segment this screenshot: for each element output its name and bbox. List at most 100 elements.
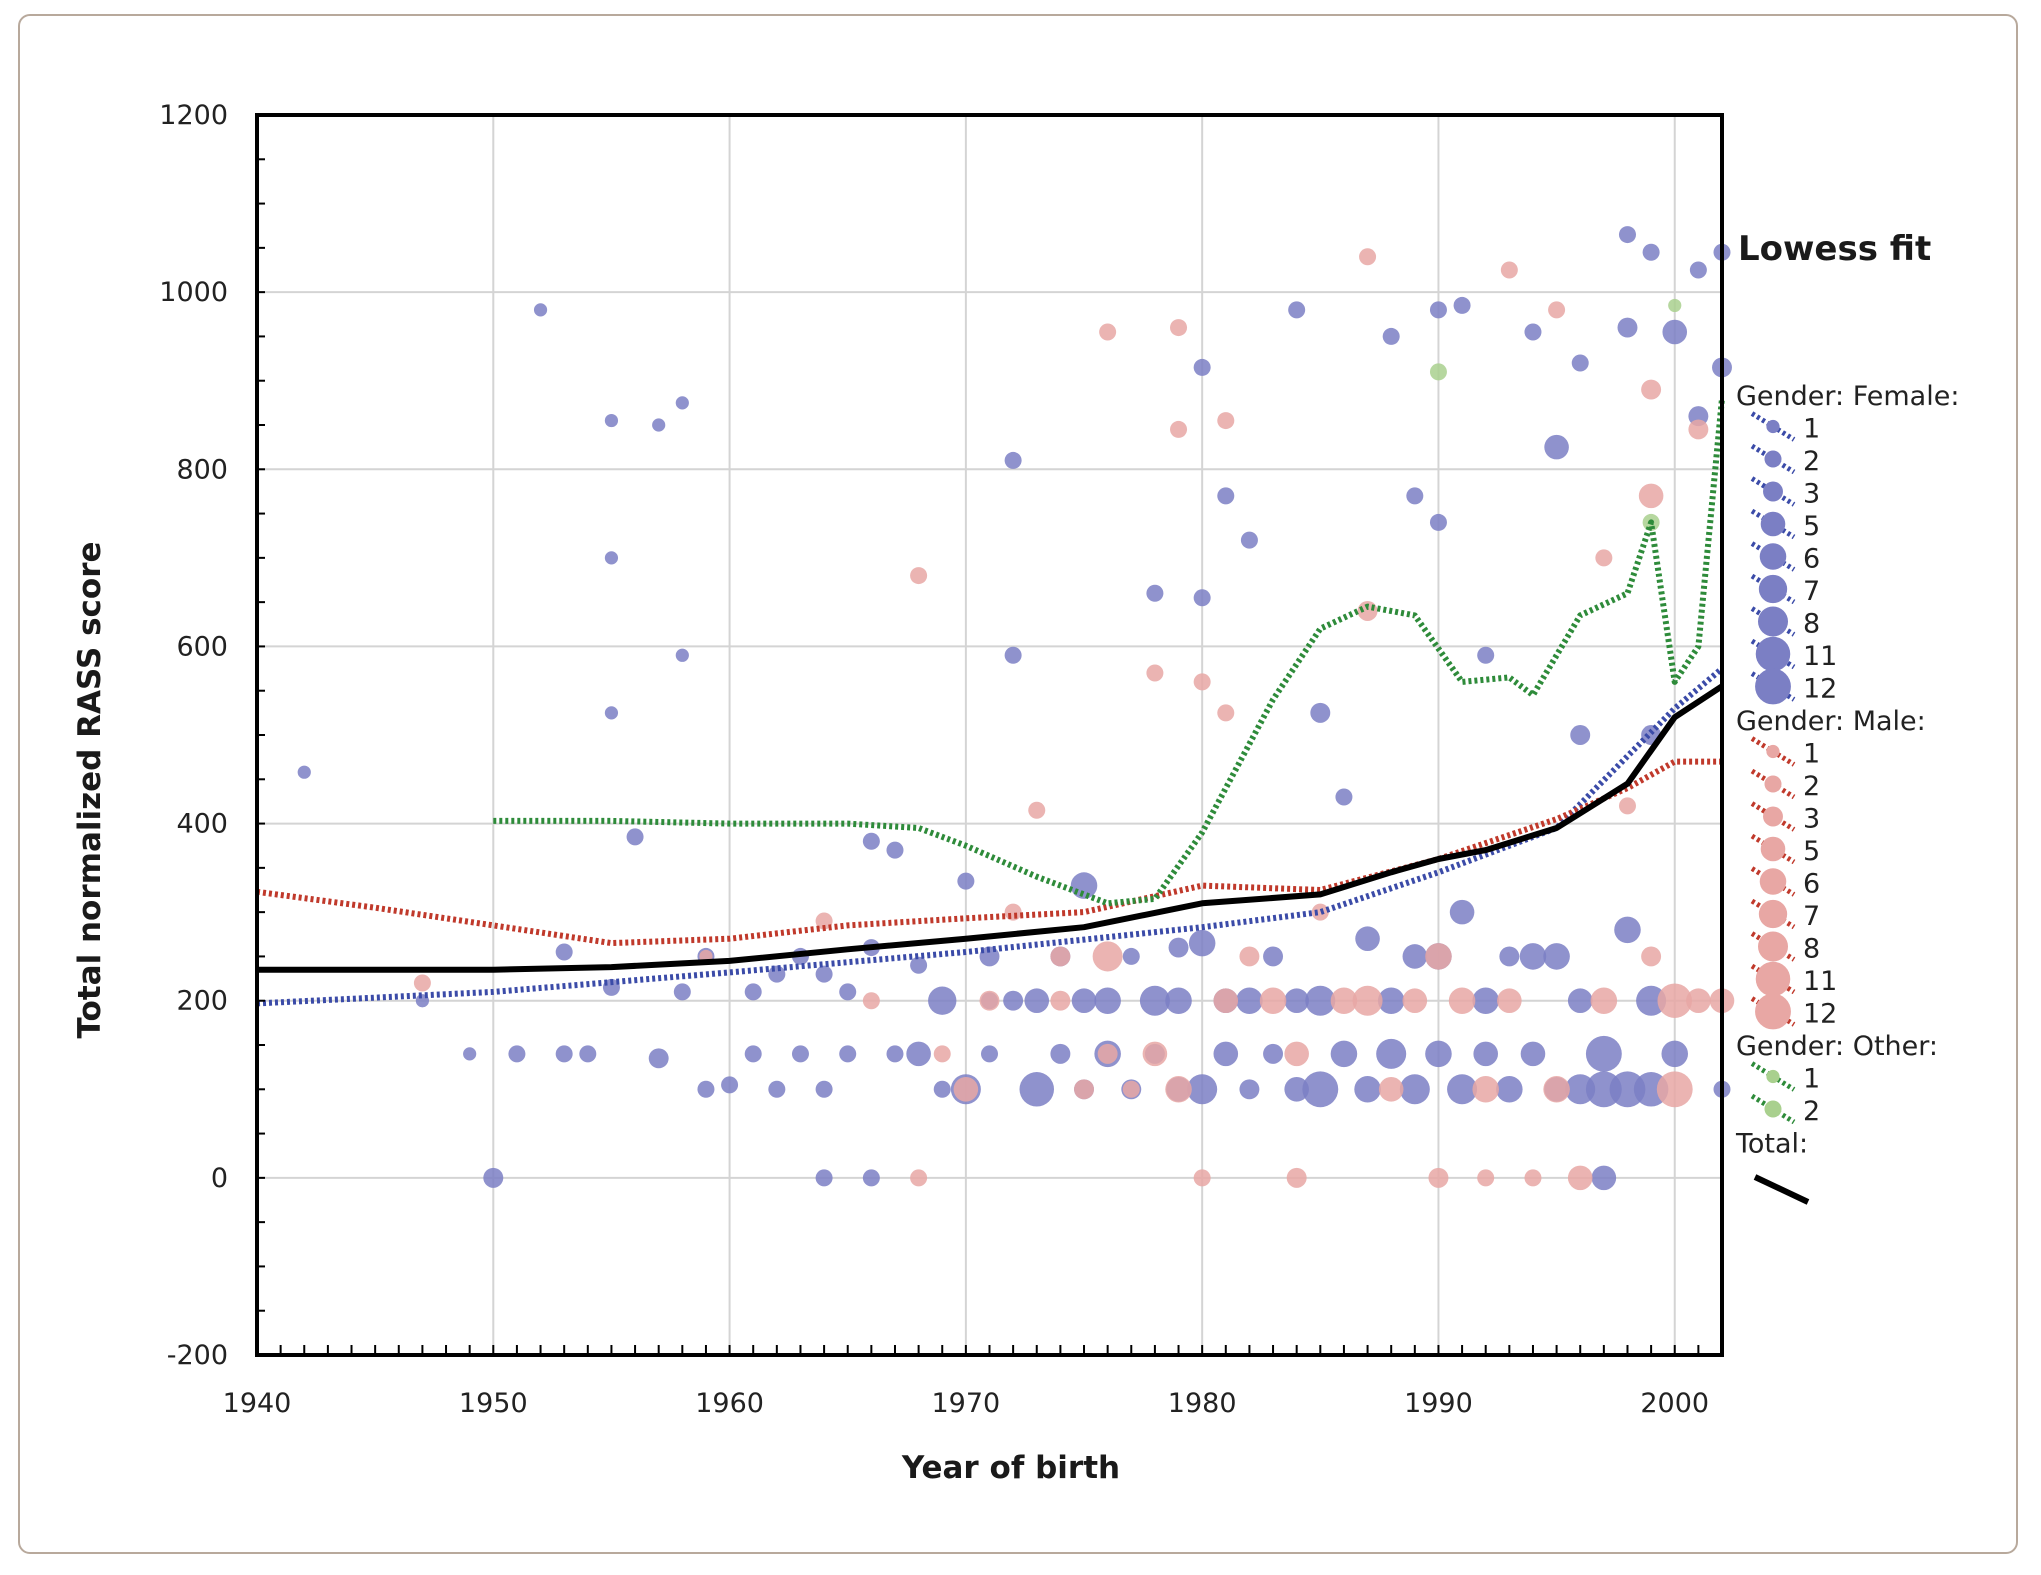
data-point-female (1193, 358, 1211, 376)
data-point-female (1429, 513, 1447, 531)
data-point-female (648, 1048, 669, 1069)
x-tick-label: 1950 (459, 1388, 528, 1419)
data-point-male (1686, 988, 1711, 1014)
legend-size-label: 3 (1803, 804, 1820, 835)
data-point-female (1567, 988, 1593, 1014)
data-point-female (1050, 1043, 1071, 1064)
data-point-male (1618, 797, 1636, 815)
legend-size-marker (1757, 931, 1789, 962)
data-point-female (1425, 1040, 1452, 1068)
y-tick-label: 400 (176, 809, 228, 840)
data-point-female (1524, 323, 1542, 341)
data-point-female (1003, 990, 1024, 1011)
legend-size-label: 7 (1803, 576, 1820, 607)
data-point-female (1187, 1074, 1218, 1105)
data-point-female (1689, 261, 1707, 279)
data-point-male (1193, 673, 1211, 691)
data-point-male (1641, 379, 1662, 400)
data-point-male (1050, 946, 1071, 967)
data-point-female (1377, 987, 1405, 1014)
legend-size-marker (1763, 481, 1783, 502)
data-point-other (1668, 298, 1682, 313)
data-point-male (1567, 1165, 1593, 1191)
data-point-male (1284, 1041, 1309, 1067)
data-point-male (1657, 983, 1692, 1018)
lowess-fit-lines (256, 398, 1725, 1007)
data-point-female (673, 983, 691, 1001)
x-tick-label: 1970 (932, 1388, 1001, 1419)
data-point-male (1543, 1076, 1570, 1103)
data-point-female (1472, 987, 1499, 1014)
legend-size-marker (1766, 744, 1780, 759)
legend-size-label: 7 (1803, 901, 1820, 932)
legend-size-marker (1759, 543, 1787, 570)
data-point-female (1354, 1076, 1381, 1103)
legend-size-marker (1764, 775, 1782, 793)
data-point-male (1641, 946, 1662, 967)
data-point-female (1642, 243, 1660, 261)
legend-size-label: 6 (1803, 544, 1820, 575)
grid (257, 115, 1722, 1355)
data-point-female (980, 1045, 999, 1063)
data-point-female (1399, 1074, 1430, 1105)
legend-size-label: 11 (1803, 641, 1837, 672)
data-point-female (533, 303, 548, 317)
data-point-female (1335, 788, 1353, 806)
data-point-male (1146, 664, 1164, 682)
y-tick-label: 600 (176, 631, 228, 662)
data-point-female (1355, 926, 1380, 952)
data-point-female (555, 1045, 573, 1063)
legend-size-marker (1758, 899, 1788, 929)
legend-size-marker (1764, 1100, 1782, 1118)
legend-size-label: 2 (1803, 1096, 1820, 1127)
data-point-male (1425, 943, 1452, 970)
data-point-female (1236, 987, 1263, 1014)
data-point-female (579, 1045, 597, 1063)
legend-size-marker (1760, 836, 1786, 862)
data-point-female (1376, 1038, 1407, 1069)
data-point-female (1139, 985, 1170, 1016)
data-point-female (744, 1045, 762, 1063)
data-point-female (1429, 301, 1447, 319)
legend-size-marker (1759, 868, 1787, 895)
data-point-female (1519, 943, 1547, 970)
data-point-female (815, 1080, 833, 1098)
data-point-female (1239, 1079, 1260, 1100)
legend-size-label: 3 (1803, 479, 1820, 510)
data-point-female (1330, 1040, 1358, 1068)
fit-line-total (257, 683, 1724, 973)
data-point-female (862, 1169, 880, 1187)
legend-title: Lowess fit (1738, 229, 1931, 269)
legend-size-label: 1 (1803, 414, 1820, 445)
data-point-male (910, 567, 928, 585)
data-point-female (1019, 1072, 1055, 1107)
data-point-male (910, 1169, 928, 1187)
data-point-female (1402, 944, 1428, 969)
data-point-male (1217, 412, 1235, 430)
legend-size-label: 8 (1803, 934, 1820, 965)
data-point-female (1447, 1074, 1478, 1105)
data-point-male (1638, 483, 1664, 509)
data-point-female (1284, 1076, 1309, 1102)
y-tick-label: -200 (167, 1340, 228, 1371)
data-point-female (839, 1045, 857, 1063)
data-point-male (933, 1045, 951, 1063)
x-tick-label: 1990 (1404, 1388, 1473, 1419)
data-point-male (1402, 988, 1428, 1014)
legend-size-label: 12 (1803, 999, 1837, 1030)
data-point-female (862, 832, 880, 850)
data-point-male (1050, 990, 1071, 1011)
figure-frame (18, 14, 2018, 1554)
data-point-female (1213, 1041, 1239, 1067)
legend-size-label: 12 (1803, 674, 1837, 705)
data-point-female (1382, 327, 1400, 345)
data-point-female (652, 418, 666, 432)
data-point-female (1094, 987, 1121, 1014)
data-point-female (1570, 725, 1591, 745)
data-point-male (1352, 985, 1383, 1016)
legend-group-label: Total: (1735, 1129, 1808, 1160)
legend-size-label: 11 (1803, 966, 1837, 997)
data-point-male (1004, 903, 1022, 921)
data-point-male (1656, 1071, 1693, 1108)
